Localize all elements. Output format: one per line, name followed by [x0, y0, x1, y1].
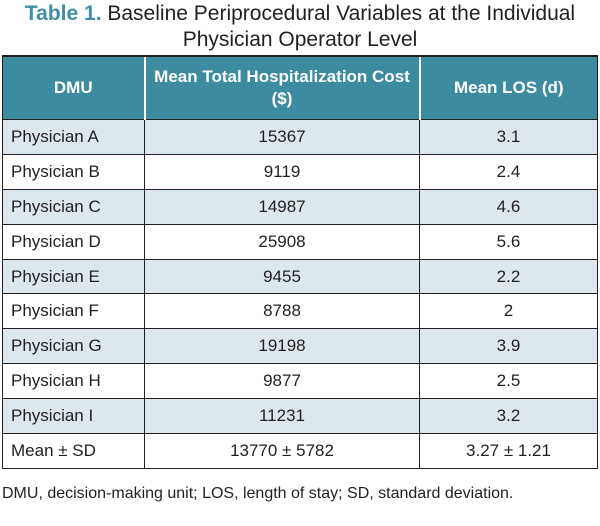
cost-cell: 14987: [144, 188, 420, 225]
cost-cell: 19198: [144, 328, 420, 365]
los-cell: 2.4: [419, 153, 598, 190]
column-header-cost: Mean Total Hospitalization Cost ($): [143, 55, 420, 120]
los-cell: 5.6: [419, 223, 598, 260]
table-row: Physician B 9119 2.4: [2, 153, 598, 190]
table-row: Physician D 25908 5.6: [2, 223, 598, 260]
table-row: Physician H 9877 2.5: [2, 363, 598, 400]
los-cell: 2.5: [419, 363, 598, 400]
cost-cell: 25908: [144, 223, 420, 260]
table-row: Physician F 8788 2: [2, 293, 598, 330]
cost-cell: 13770 ± 5782: [144, 433, 420, 469]
los-cell: 3.1: [419, 119, 598, 155]
dmu-cell: Physician F: [2, 293, 145, 330]
los-cell: 4.6: [419, 188, 598, 225]
table-row: Physician A 15367 3.1: [2, 119, 598, 155]
dmu-cell: Mean ± SD: [2, 433, 145, 469]
los-cell: 3.9: [419, 328, 598, 365]
dmu-cell: Physician E: [2, 258, 145, 295]
los-cell: 2: [419, 293, 598, 330]
cost-cell: 15367: [144, 119, 420, 155]
cost-cell: 8788: [144, 293, 420, 330]
dmu-cell: Physician C: [2, 188, 145, 225]
dmu-cell: Physician G: [2, 328, 145, 365]
dmu-cell: Physician B: [2, 153, 145, 190]
column-header-dmu: DMU: [2, 55, 145, 120]
dmu-cell: Physician A: [2, 119, 145, 155]
header-row: DMU Mean Total Hospitalization Cost ($) …: [2, 55, 598, 120]
cost-cell: 9455: [144, 258, 420, 295]
column-header-los: Mean LOS (d): [418, 55, 598, 120]
table-row: Physician E 9455 2.2: [2, 258, 598, 295]
cost-cell: 9119: [144, 153, 420, 190]
table-label: Table 1.: [24, 2, 102, 25]
table-title: Baseline Periprocedural Variables at the…: [107, 2, 576, 51]
los-cell: 2.2: [419, 258, 598, 295]
cost-cell: 11231: [144, 398, 420, 435]
cost-cell: 9877: [144, 363, 420, 400]
table-row: Physician I 11231 3.2: [2, 398, 598, 435]
table-row: Physician C 14987 4.6: [2, 188, 598, 225]
table-caption: Table 1. Baseline Periprocedural Variabl…: [0, 0, 600, 53]
dmu-cell: Physician I: [2, 398, 145, 435]
table-row: Physician G 19198 3.9: [2, 328, 598, 365]
dmu-cell: Physician D: [2, 223, 145, 260]
summary-row: Mean ± SD 13770 ± 5782 3.27 ± 1.21: [2, 433, 598, 469]
los-cell: 3.27 ± 1.21: [419, 433, 598, 469]
los-cell: 3.2: [419, 398, 598, 435]
data-table: DMU Mean Total Hospitalization Cost ($) …: [2, 55, 598, 469]
table-footnote: DMU, decision-making unit; LOS, length o…: [2, 485, 514, 502]
dmu-cell: Physician H: [2, 363, 145, 400]
